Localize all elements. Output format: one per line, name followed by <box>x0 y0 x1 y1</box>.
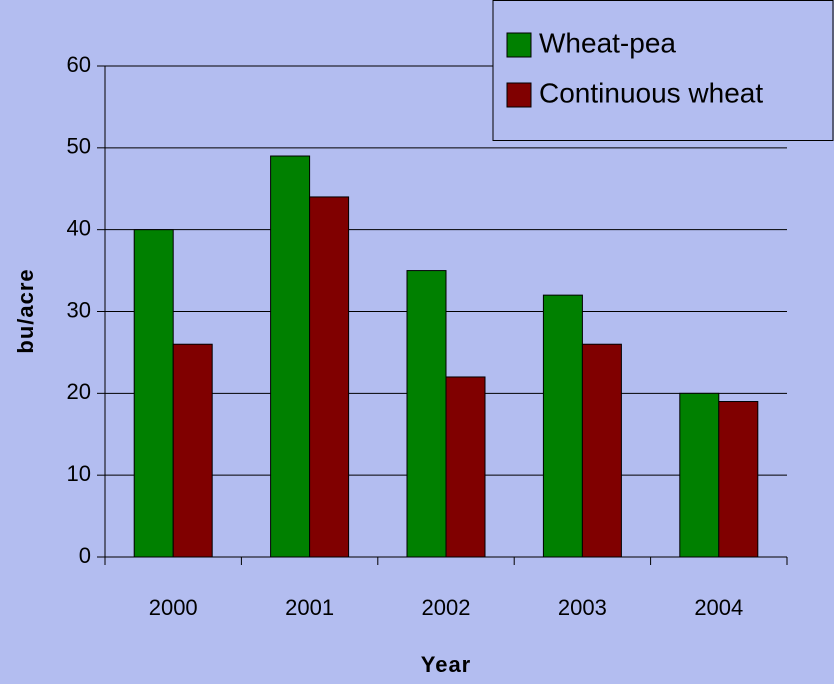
x-tick-label: 2003 <box>558 595 607 620</box>
legend-label: Continuous wheat <box>539 77 763 108</box>
y-tick-label: 0 <box>79 543 91 568</box>
y-tick-label: 40 <box>67 215 91 240</box>
x-tick-label: 2002 <box>422 595 471 620</box>
bar <box>679 392 720 558</box>
x-tick-label: 2004 <box>694 595 743 620</box>
y-tick-label: 50 <box>67 134 91 159</box>
y-tick-label: 10 <box>67 461 91 486</box>
x-tick-label: 2000 <box>149 595 198 620</box>
legend-box <box>492 0 834 141</box>
bar <box>133 229 174 558</box>
legend-swatch <box>506 82 532 108</box>
bar <box>309 196 350 558</box>
bar <box>581 343 622 558</box>
bar <box>718 401 759 558</box>
bar <box>270 155 311 558</box>
legend-label: Wheat-pea <box>539 27 676 58</box>
bar <box>445 376 486 558</box>
bar <box>542 294 583 558</box>
x-axis-title: Year <box>421 652 472 677</box>
bar <box>172 343 213 558</box>
y-tick-label: 30 <box>67 297 91 322</box>
y-tick-label: 60 <box>67 52 91 77</box>
legend-swatch <box>506 32 532 58</box>
x-tick-label: 2001 <box>285 595 334 620</box>
y-tick-label: 20 <box>67 379 91 404</box>
y-axis-title: bu/acre <box>13 268 38 353</box>
bar <box>406 270 447 558</box>
